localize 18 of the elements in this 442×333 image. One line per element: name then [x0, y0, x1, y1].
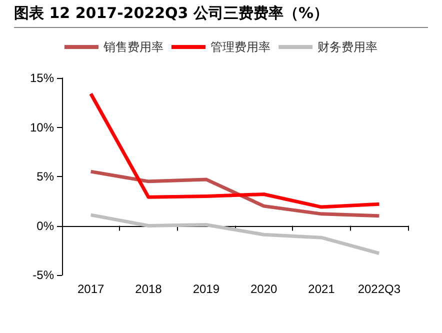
legend-label: 管理费用率 [210, 40, 270, 54]
x-tick-label: 2020 [250, 282, 278, 296]
line-series [89, 170, 381, 218]
y-tick-label: 0% [36, 218, 54, 233]
line-series [89, 213, 381, 256]
legend-label: 财务费用率 [318, 40, 378, 54]
x-tick-label: 2018 [135, 282, 162, 296]
x-tick-label: 2022Q3 [358, 282, 401, 296]
y-tick-label: 10% [30, 120, 54, 134]
x-tick-label: 2017 [77, 282, 105, 296]
x-tick-label: 2019 [192, 282, 220, 296]
chart-title: 图表 12 2017-2022Q3 公司三费费率（%） [14, 4, 428, 28]
line-series [89, 92, 381, 209]
y-tick-label: 5% [36, 170, 54, 184]
legend-label: 销售费用率 [102, 40, 164, 54]
y-tick-label: -5% [32, 268, 54, 282]
y-tick-label: 15% [30, 71, 54, 85]
x-tick-label: 2021 [308, 282, 336, 296]
